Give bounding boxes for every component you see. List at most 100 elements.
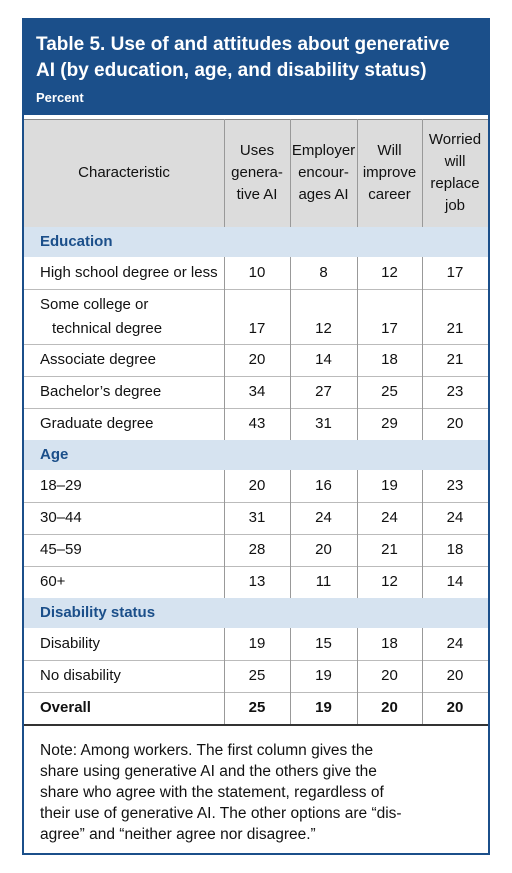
header-bg: [24, 119, 488, 229]
cell: 14: [315, 351, 332, 368]
row-label: Some college or: [40, 296, 149, 313]
row-rule: [24, 376, 488, 377]
row-label: Bachelor’s degree: [40, 383, 162, 400]
column-header: Uses: [239, 142, 275, 159]
cell: 20: [248, 477, 266, 494]
column-rule: [224, 376, 225, 408]
section-row: [24, 440, 488, 470]
column-rule: [357, 289, 358, 344]
column-rule: [422, 502, 423, 534]
column-header: Employer: [291, 142, 356, 159]
row-label: Associate degree: [40, 351, 156, 368]
column-header: will: [444, 153, 466, 170]
cell: 12: [381, 573, 398, 590]
cell: 23: [446, 383, 464, 400]
header-band: [24, 20, 488, 115]
column-rule: [224, 289, 225, 344]
table-bottom: [24, 724, 488, 726]
section-title: Age: [40, 446, 69, 463]
column-rule: [290, 534, 291, 566]
cell: 27: [315, 383, 332, 400]
column-rule: [290, 344, 291, 376]
row-label: 60+: [40, 573, 66, 590]
row-rule: [24, 534, 488, 535]
column-rule: [290, 660, 291, 692]
cell: 12: [315, 320, 332, 337]
note: their use of generative AI. The other op…: [40, 805, 402, 822]
column-rule: [357, 408, 358, 440]
cell: 31: [315, 415, 332, 432]
column-rule: [357, 119, 358, 227]
column-rule: [224, 692, 225, 724]
cell: 13: [248, 573, 266, 590]
cell: 21: [446, 320, 464, 337]
row-label: High school degree or less: [40, 264, 218, 281]
note: Note: Among workers. The first column gi…: [40, 742, 374, 759]
cell: 20: [248, 351, 266, 368]
column-rule: [224, 470, 225, 502]
cell: 24: [446, 635, 464, 652]
cell: 18: [381, 635, 398, 652]
column-rule: [290, 408, 291, 440]
column-rule: [422, 660, 423, 692]
cell: 11: [315, 573, 332, 590]
column-header: career: [368, 186, 411, 203]
column-rule: [290, 376, 291, 408]
cell: 20: [446, 667, 464, 684]
column-rule: [290, 119, 291, 227]
row-label: 30–44: [40, 509, 82, 526]
table-card: Table 5. Use of and attitudes about gene…: [22, 18, 490, 855]
cell: 25: [248, 699, 266, 716]
cell: 20: [446, 415, 464, 432]
cell: 20: [381, 667, 398, 684]
column-header: replace: [430, 175, 480, 192]
cell: 12: [381, 264, 398, 281]
row-label: 18–29: [40, 477, 82, 494]
column-rule: [290, 692, 291, 724]
note: agree” and “neither agree nor disagree.”: [40, 826, 316, 843]
row-label: 45–59: [40, 541, 82, 558]
column-rule: [290, 566, 291, 598]
row-rule: [24, 660, 488, 661]
column-rule: [422, 470, 423, 502]
cell: 17: [248, 320, 266, 337]
section-title: Education: [40, 233, 113, 250]
column-rule: [224, 628, 225, 660]
cell: 31: [248, 509, 266, 526]
row-label: No disability: [40, 667, 121, 684]
row-rule: [24, 502, 488, 503]
cell: 17: [381, 320, 398, 337]
cell: 20: [446, 699, 464, 716]
column-rule: [422, 257, 423, 289]
subtitle: Percent: [36, 90, 84, 105]
column-header: tive AI: [236, 186, 278, 203]
cell: 8: [319, 264, 328, 281]
column-rule: [357, 470, 358, 502]
column-rule: [422, 628, 423, 660]
column-rule: [422, 534, 423, 566]
cell: 16: [315, 477, 332, 494]
column-header: Worried: [428, 131, 482, 148]
column-rule: [357, 692, 358, 724]
column-rule: [290, 502, 291, 534]
column-rule: [422, 344, 423, 376]
cell: 21: [446, 351, 464, 368]
cell: 18: [381, 351, 398, 368]
cell: 25: [381, 383, 398, 400]
column-rule: [224, 119, 225, 227]
column-rule: [224, 408, 225, 440]
column-rule: [357, 566, 358, 598]
row-label: Disability: [40, 635, 101, 652]
cell: 14: [446, 573, 464, 590]
row-label: Overall: [40, 699, 91, 716]
note: share using generative AI and the others…: [40, 763, 377, 780]
cell: 20: [315, 541, 332, 558]
column-rule: [422, 376, 423, 408]
cell: 10: [248, 264, 266, 281]
column-rule: [290, 628, 291, 660]
column-header: ages AI: [298, 186, 349, 203]
cell: 24: [446, 509, 464, 526]
note: share who agree with the statement, rega…: [40, 784, 384, 801]
column-rule: [422, 119, 423, 227]
column-header: Characteristic: [78, 164, 170, 181]
